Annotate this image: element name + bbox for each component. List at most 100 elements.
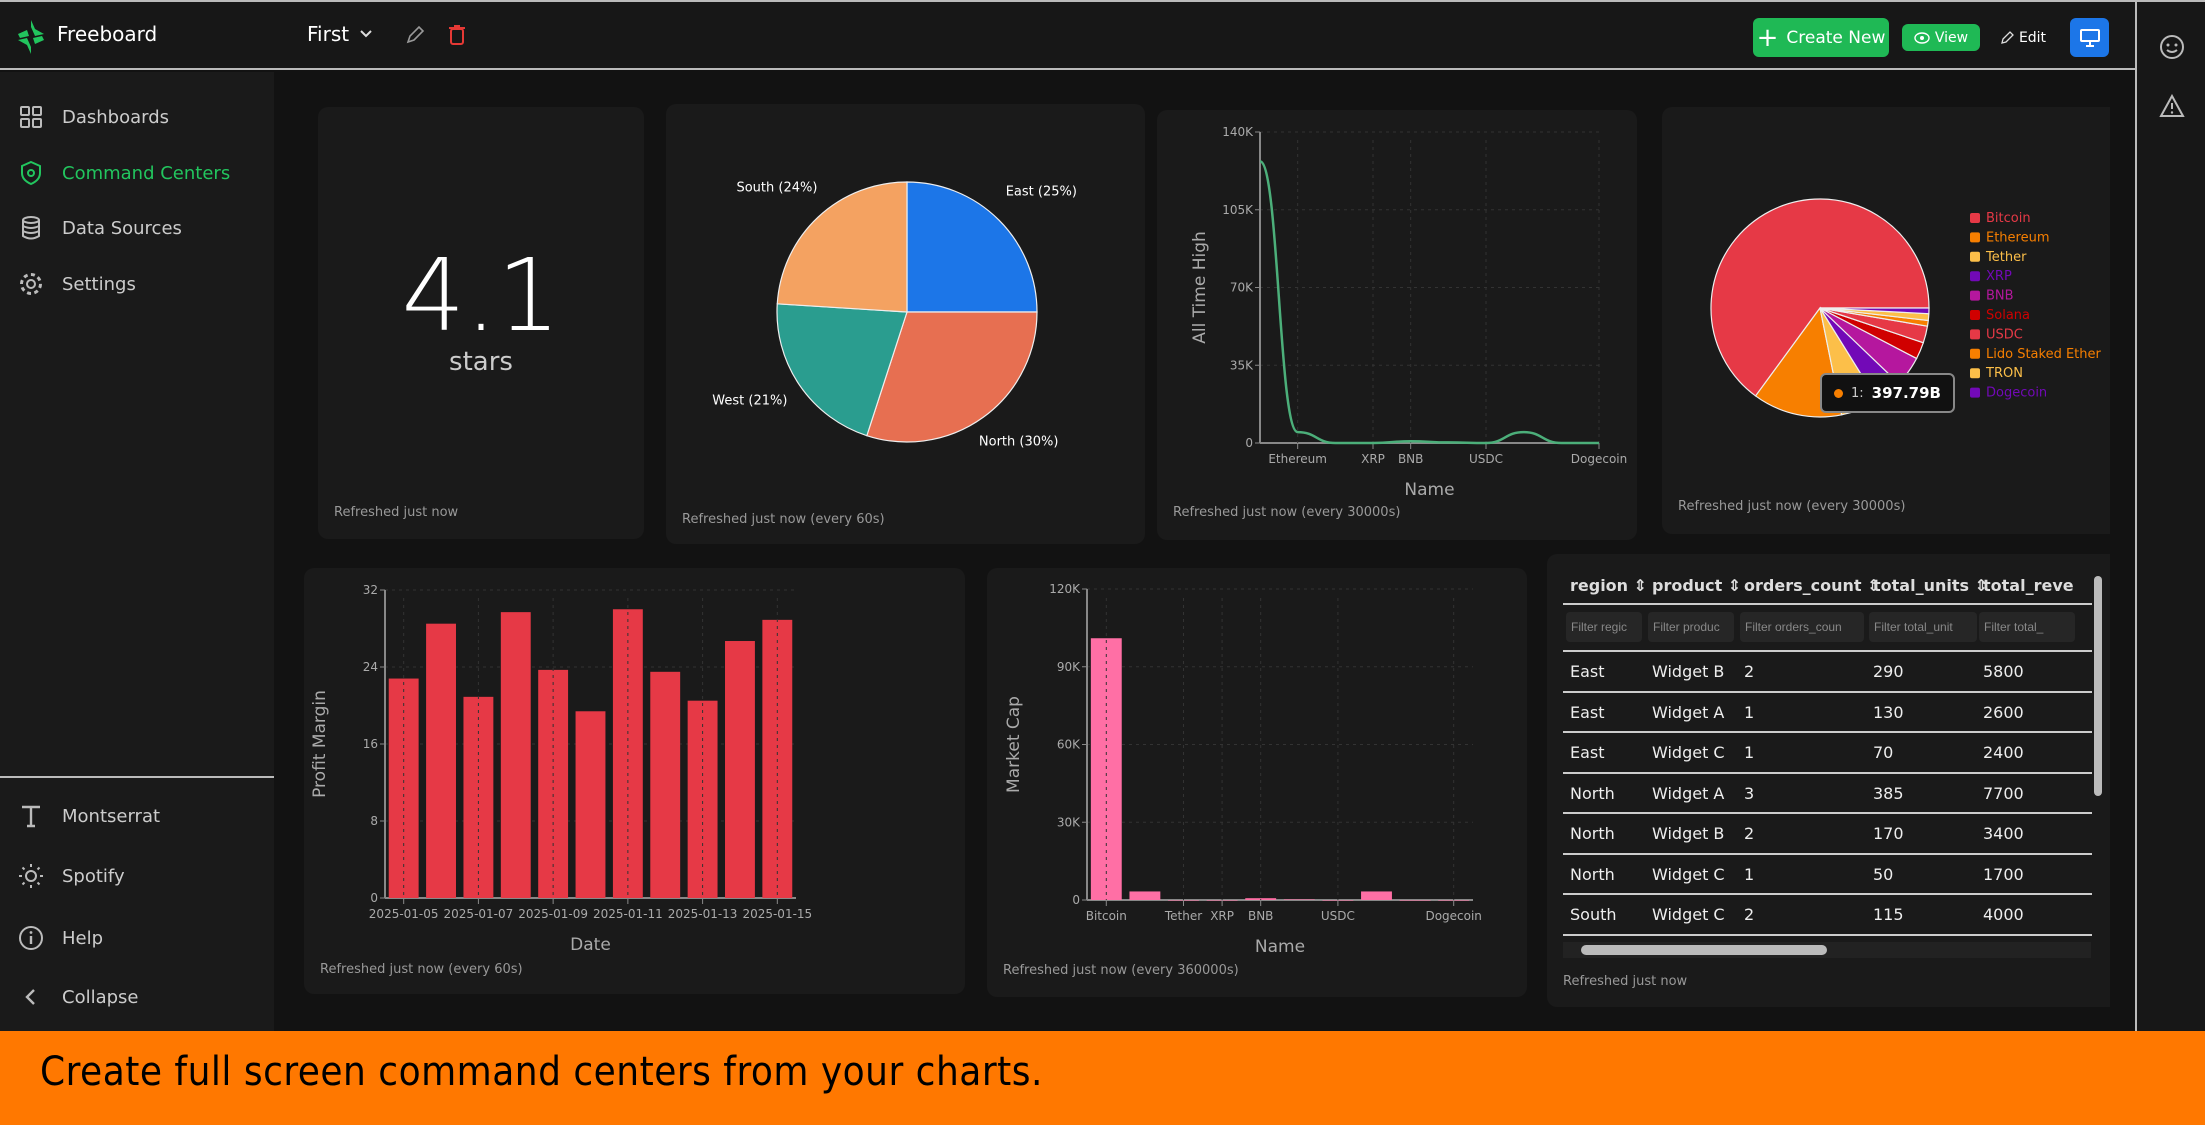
y-tick-label: 35K (1230, 358, 1254, 372)
y-tick-label: 90K (1057, 660, 1081, 674)
pie-slice-label: South (24%) (736, 181, 817, 196)
filter-input-product[interactable]: Filter produc (1648, 612, 1734, 642)
bar (575, 711, 606, 898)
filter-input-orders-count[interactable]: Filter orders_coun (1740, 612, 1864, 642)
table-cell: Widget A (1652, 702, 1725, 722)
right-rail (2135, 0, 2205, 1031)
table-row[interactable]: East Widget B 2 290 5800 (1563, 650, 2103, 690)
table-cell: East (1570, 702, 1605, 722)
alert-warning-icon[interactable] (2159, 94, 2185, 118)
vertical-scroll-thumb[interactable] (2094, 576, 2102, 796)
column-header-product[interactable]: product ⇕ (1652, 576, 1742, 595)
table-row[interactable]: East Widget A 1 130 2600 (1563, 690, 2103, 731)
filter-input-total-units[interactable]: Filter total_unit (1869, 612, 1977, 642)
refresh-status: Refreshed just now (334, 505, 459, 520)
table-row[interactable]: East Widget C 1 70 2400 (1563, 731, 2103, 771)
rename-pencil-icon[interactable] (404, 24, 426, 46)
legend-label: Tether (1985, 250, 2027, 265)
bar (650, 671, 681, 898)
filter-input-region[interactable]: Filter regic (1566, 612, 1642, 642)
horizontal-scrollbar[interactable] (1563, 942, 2091, 958)
legend-swatch (1970, 271, 1980, 282)
sidebar-item-collapse[interactable]: Collapse (18, 984, 139, 1010)
sidebar-item-data-sources[interactable]: Data Sources (18, 215, 182, 241)
stat-widget: 4.1 stars Refreshed just now (318, 107, 644, 539)
column-header-total_units[interactable]: total_units ⇕ (1873, 576, 1988, 595)
sidebar-item-command-centers[interactable]: Command Centers (18, 160, 230, 186)
create-new-button[interactable]: + Create New (1753, 18, 1889, 57)
freeboard-logo-icon (18, 20, 44, 54)
sidebar-item-settings[interactable]: Settings (18, 271, 136, 297)
legend-label: Bitcoin (1986, 211, 2031, 226)
x-tick-label: USDC (1469, 452, 1503, 466)
x-tick-label: USDC (1321, 909, 1355, 923)
legend-swatch (1970, 251, 1980, 262)
table-cell: 70 (1873, 743, 1894, 762)
delete-trash-icon[interactable] (448, 24, 466, 46)
x-tick-label: XRP (1361, 452, 1385, 466)
x-axis-label: Name (1404, 480, 1454, 500)
x-tick-label: Bitcoin (1086, 909, 1127, 923)
sidebar-item-dashboards[interactable]: Dashboards (18, 104, 169, 130)
table-cell: 290 (1873, 662, 1904, 681)
table-cell: North (1570, 864, 1615, 884)
legend-swatch (1970, 310, 1980, 320)
legend-label: USDC (1986, 327, 2023, 342)
table-cell: 1 (1744, 702, 1755, 722)
eye-icon (1914, 31, 1930, 44)
table-cell: Widget B (1652, 662, 1725, 681)
table-cell: 115 (1873, 905, 1904, 924)
dashboard-name: First (307, 22, 350, 46)
bar (463, 696, 494, 898)
row-divider (1563, 933, 2103, 936)
x-tick-label: 2025-01-07 (444, 907, 514, 921)
view-button[interactable]: View (1902, 24, 1980, 51)
column-header-total_reve[interactable]: total_reve (1983, 576, 2074, 595)
x-tick-label: Dogecoin (1571, 452, 1627, 466)
y-axis-label: Profit Margin (310, 690, 330, 798)
table-cell: 7700 (1983, 783, 2024, 803)
bar (687, 700, 718, 898)
info-icon (19, 926, 43, 950)
vertical-scrollbar[interactable] (2092, 564, 2104, 944)
legend-label: Dogecoin (1986, 386, 2047, 401)
column-header-orders_count[interactable]: orders_count ⇕ (1744, 576, 1881, 595)
pie-slice (776, 303, 908, 437)
y-tick-label: 0 (1245, 436, 1253, 450)
legend-swatch (1970, 348, 1980, 359)
edit-button[interactable]: Edit (1995, 24, 2051, 51)
sidebar-item-help[interactable]: Help (18, 925, 103, 951)
chevron-down-icon (360, 30, 372, 38)
table-row[interactable]: North Widget A 3 385 7700 (1563, 771, 2103, 812)
profit-margin-bar-chart: 0 8 16 24 32 Profit Margin Date 2025-01-05 2025-… (310, 583, 812, 955)
table-cell: 385 (1873, 783, 1904, 803)
dashboard-selector[interactable]: First (307, 22, 373, 46)
table-row[interactable]: North Widget B 2 170 3400 (1563, 812, 2103, 852)
table-cell: 1 (1744, 864, 1755, 884)
app-name: Freeboard (57, 22, 158, 46)
sidebar-item-theme[interactable]: Spotify (18, 863, 125, 889)
bar (1283, 899, 1315, 900)
feedback-smiley-icon[interactable] (2159, 34, 2185, 60)
table-cell: 1700 (1983, 864, 2024, 884)
table-row[interactable]: North Widget C 1 50 1700 (1563, 852, 2103, 893)
top-bar: Freeboard First + Create New View Edit (0, 0, 2135, 70)
horizontal-scroll-thumb[interactable] (1581, 945, 1827, 955)
sidebar-item-font[interactable]: Montserrat (18, 803, 160, 829)
table-row[interactable]: South Widget C 2 115 4000 (1563, 893, 2103, 933)
legend-swatch (1970, 329, 1980, 340)
font-icon (22, 805, 40, 828)
sidebar-divider (0, 776, 274, 778)
market-cap-bar-chart: 0 30K 60K 90K 120K Market Cap Name Bitcoin Tethe… (1004, 582, 1482, 957)
filter-input-total-revenue[interactable]: Filter total_ (1979, 612, 2075, 642)
pie-slice (776, 181, 908, 313)
fullscreen-display-button[interactable] (2070, 18, 2109, 57)
pie-slice (1710, 198, 1930, 397)
region-pie-widget: East (25%) North (30%) West (21%) South (24… (666, 104, 1145, 544)
table-cell: Widget C (1652, 864, 1725, 884)
legend-swatch (1970, 232, 1980, 243)
column-header-region[interactable]: region ⇕ (1570, 576, 1648, 595)
ath-line-widget: 0 35K 70K 105K 140K All Time High Name Ethereum… (1157, 110, 1637, 540)
table-cell: 2 (1744, 905, 1755, 924)
y-tick-label: 0 (1072, 893, 1080, 907)
